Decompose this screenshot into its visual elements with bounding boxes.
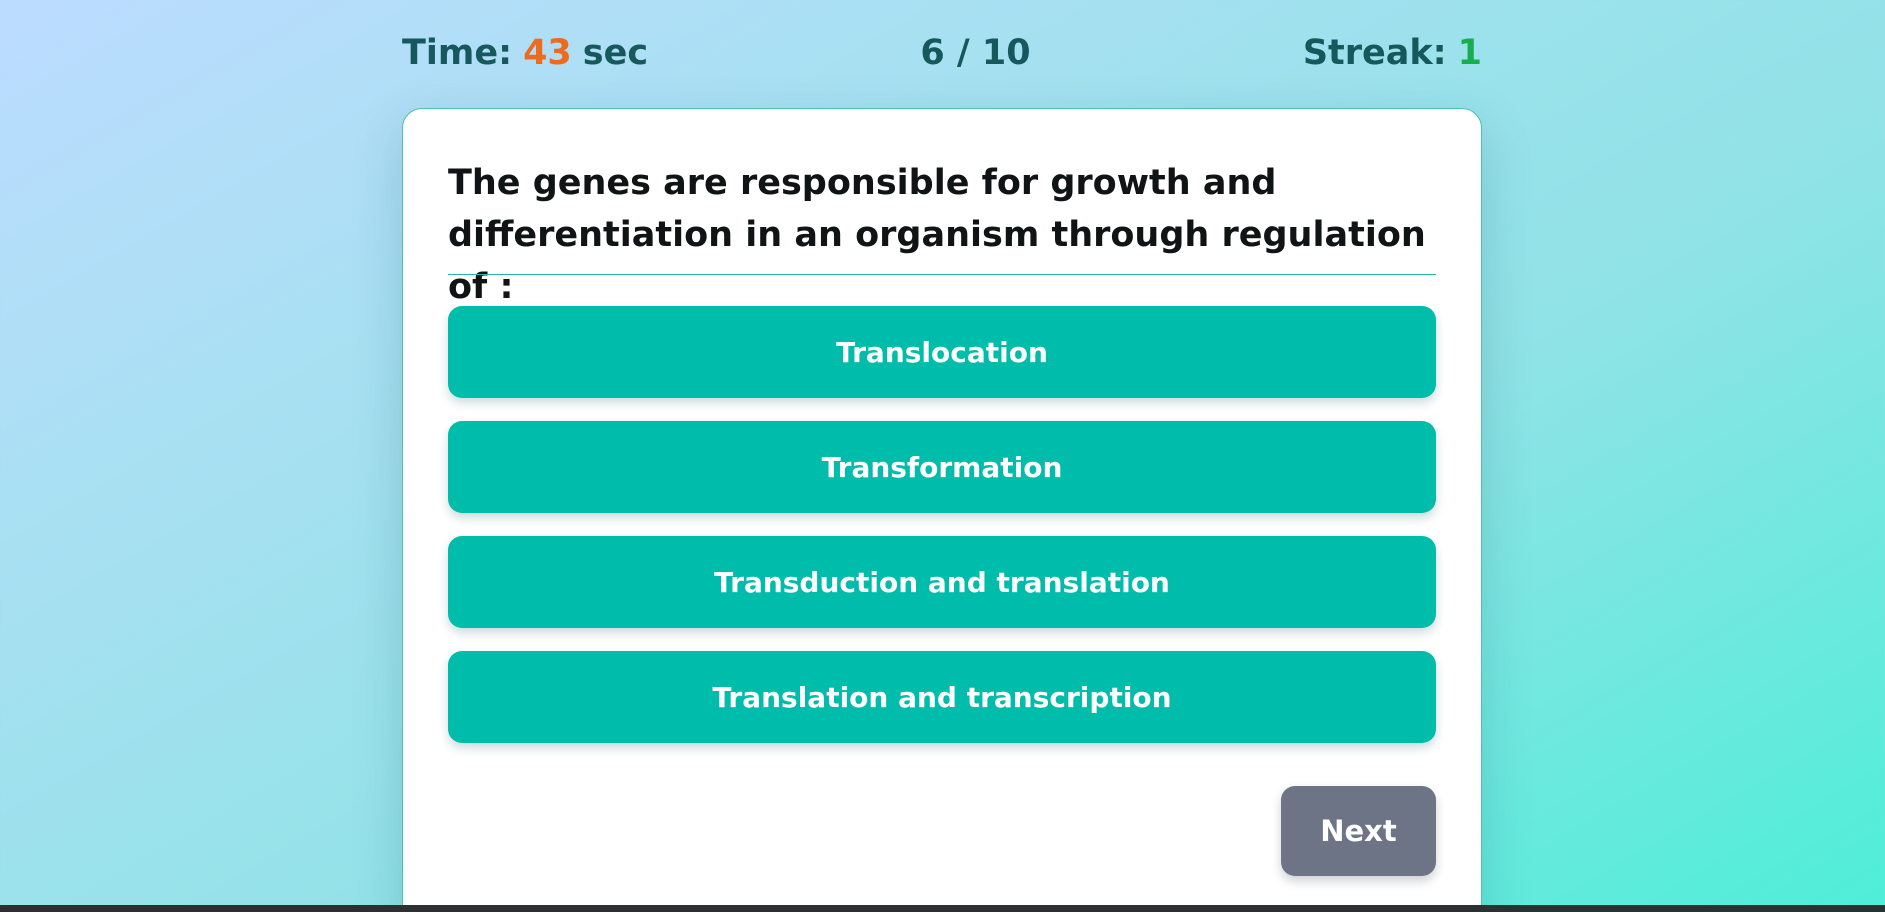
answer-option-2[interactable]: Transformation	[448, 421, 1436, 513]
streak: Streak: 1	[1303, 33, 1482, 73]
answer-options: Translocation Transformation Transductio…	[448, 306, 1436, 766]
question-card: The genes are responsible for growth and…	[402, 108, 1482, 912]
answer-option-4[interactable]: Translation and transcription	[448, 651, 1436, 743]
question-progress: 6 / 10	[920, 33, 1030, 73]
progress-counter: 6 / 10	[920, 33, 1031, 73]
answer-option-3[interactable]: Transduction and translation	[448, 536, 1436, 628]
timer-label: Time:	[402, 33, 513, 73]
answer-option-1[interactable]: Translocation	[448, 306, 1436, 398]
timer: Time: 43 sec	[402, 33, 648, 73]
quiz-stage: Time: 43 sec 6 / 10 Streak: 1 The genes …	[402, 0, 1482, 912]
timer-value: 43	[523, 33, 572, 73]
status-bar: Time: 43 sec 6 / 10 Streak: 1	[402, 26, 1482, 80]
next-button[interactable]: Next	[1281, 786, 1436, 876]
streak-label: Streak:	[1302, 33, 1447, 73]
timer-unit: sec	[582, 33, 649, 73]
bottom-edge-strip	[0, 905, 1885, 912]
streak-value: 1	[1457, 33, 1482, 73]
divider	[448, 274, 1436, 275]
question-text: The genes are responsible for growth and…	[448, 163, 1426, 307]
